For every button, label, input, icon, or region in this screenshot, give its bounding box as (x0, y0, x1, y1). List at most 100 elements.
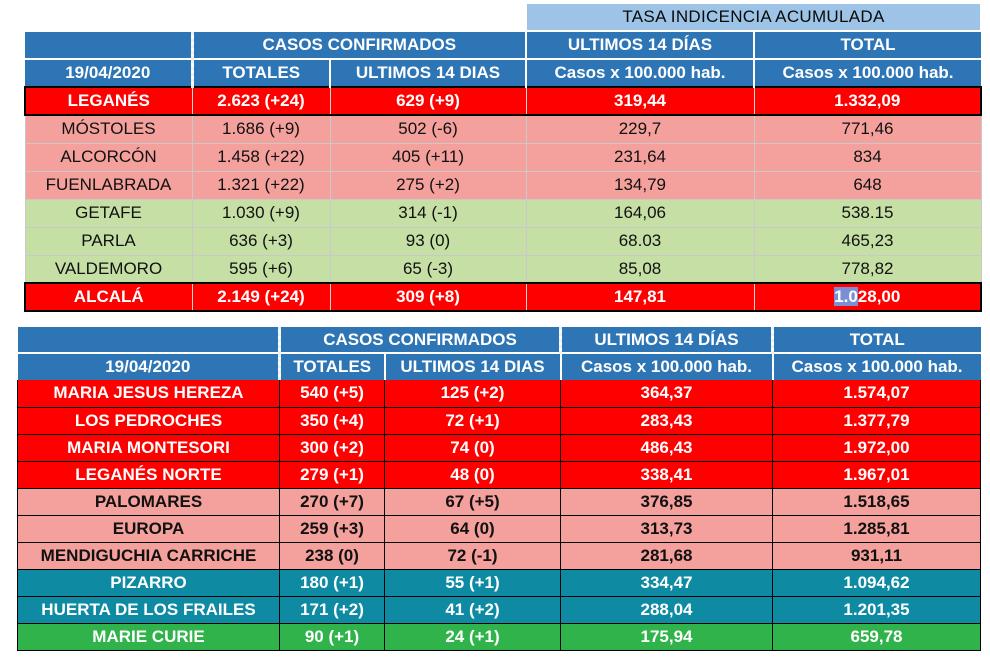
tasa-total-cell: 1.201,35 (772, 596, 981, 624)
header-casos-100k-14d: Casos x 100.000 hab. (559, 352, 773, 380)
header-total: TOTAL (771, 327, 981, 353)
tasa-total-cell: 465,23 (754, 227, 982, 256)
tasa-14d-cell: 68.03 (526, 227, 755, 256)
name-cell: ALCORCÓN (24, 143, 193, 172)
header-empty (17, 327, 280, 353)
name-cell: PARLA (24, 227, 193, 256)
tasa-14d-cell: 283,43 (560, 407, 773, 435)
totales-cell: 1.458 (+22) (192, 143, 331, 172)
municipalities-table: CASOS CONFIRMADOS ULTIMOS 14 DÍAS TOTAL … (24, 32, 982, 312)
table-row: LOS PEDROCHES 350 (+4) 72 (+1) 283,43 1.377,… (17, 407, 981, 435)
table-header-top: CASOS CONFIRMADOS ULTIMOS 14 DÍAS TOTAL (25, 32, 981, 59)
tasa-total-cell: 1.028,00 (754, 282, 982, 312)
tasa-total-cell: 659,78 (772, 623, 981, 651)
totales-cell: 279 (+1) (279, 461, 385, 489)
ultimos-14-dias-cell: 41 (+2) (384, 596, 561, 624)
totales-cell: 1.321 (+22) (192, 171, 331, 200)
header-total: TOTAL (753, 32, 981, 59)
table-row: MENDIGUCHIA CARRICHE 238 (0) 72 (-1) 281,68… (17, 542, 981, 570)
header-totales: TOTALES (278, 352, 385, 380)
tasa-14d-cell: 229,7 (526, 115, 755, 144)
tasa-total-cell: 1.094,62 (772, 569, 981, 597)
ultimos-14-dias-cell: 64 (0) (384, 515, 561, 543)
header-ultimos-14-dias: ULTIMOS 14 DÍAS (559, 327, 773, 353)
name-cell: ALCALÁ (24, 282, 193, 312)
tasa-14d-cell: 231,64 (526, 143, 755, 172)
table-row: FUENLABRADA 1.321 (+22) 275 (+2) 134,79 648 (24, 171, 982, 200)
table-row: MARIE CURIE 90 (+1) 24 (+1) 175,94 659,78 (17, 623, 981, 651)
tasa-14d-cell: 319,44 (526, 86, 755, 116)
header-casos-confirmados: CASOS CONFIRMADOS (278, 327, 561, 353)
header-ultimos-14-dias-sub: ULTIMOS 14 DIAS (383, 352, 561, 380)
totales-cell: 270 (+7) (279, 488, 385, 516)
name-cell: PIZARRO (17, 569, 280, 597)
table-row: EUROPA 259 (+3) 64 (0) 313,73 1.285,81 (17, 515, 981, 543)
totales-cell: 2.149 (+24) (192, 282, 331, 312)
table-row: ALCALÁ 2.149 (+24) 309 (+8) 147,81 1.028,00 (24, 282, 982, 312)
tasa-total-cell: 1.967,01 (772, 461, 981, 489)
totales-cell: 595 (+6) (192, 255, 331, 284)
ultimos-14-dias-cell: 629 (+9) (330, 86, 527, 116)
ultimos-14-dias-cell: 55 (+1) (384, 569, 561, 597)
name-cell: LOS PEDROCHES (17, 407, 280, 435)
ultimos-14-dias-cell: 24 (+1) (384, 623, 561, 651)
ultimos-14-dias-cell: 72 (+1) (384, 407, 561, 435)
tasa-14d-cell: 376,85 (560, 488, 773, 516)
ultimos-14-dias-cell: 314 (-1) (330, 199, 527, 228)
tasa-14d-cell: 85,08 (526, 255, 755, 284)
name-cell: HUERTA DE LOS FRAILES (17, 596, 280, 624)
tasa-total-cell: 648 (754, 171, 982, 200)
name-cell: MARIE CURIE (17, 623, 280, 651)
text-selection-highlight: 1.0 (834, 287, 858, 306)
header-casos-100k-total: Casos x 100.000 hab. (771, 352, 981, 380)
ultimos-14-dias-cell: 502 (-6) (330, 115, 527, 144)
name-cell: FUENLABRADA (24, 171, 193, 200)
table-row: LEGANÉS NORTE 279 (+1) 48 (0) 338,41 1.967,0… (17, 461, 981, 489)
name-cell: MARIA JESUS HEREZA (17, 380, 280, 408)
header-casos-100k-14d: Casos x 100.000 hab. (525, 58, 754, 87)
totales-cell: 171 (+2) (279, 596, 385, 624)
tasa-14d-cell: 313,73 (560, 515, 773, 543)
tasa-total-cell: 931,11 (772, 542, 981, 570)
tasa-incidencia-banner: TASA INDICENCIA ACUMULADA (527, 4, 980, 30)
totales-cell: 1.030 (+9) (192, 199, 331, 228)
tasa-14d-cell: 175,94 (560, 623, 773, 651)
tasa-total-cell: 538.15 (754, 199, 982, 228)
tasa-14d-cell: 364,37 (560, 380, 773, 408)
header-empty (25, 32, 192, 59)
header-casos-confirmados: CASOS CONFIRMADOS (190, 32, 526, 59)
ultimos-14-dias-cell: 48 (0) (384, 461, 561, 489)
tasa-14d-cell: 486,43 (560, 434, 773, 462)
header-totales: TOTALES (190, 58, 330, 87)
name-cell: PALOMARES (17, 488, 280, 516)
ultimos-14-dias-cell: 93 (0) (330, 227, 527, 256)
name-cell: LEGANÉS (24, 86, 193, 116)
name-cell: LEGANÉS NORTE (17, 461, 280, 489)
header-date: 19/04/2020 (25, 58, 192, 87)
table-row: HUERTA DE LOS FRAILES 171 (+2) 41 (+2) 288,… (17, 596, 981, 624)
name-cell: EUROPA (17, 515, 280, 543)
ultimos-14-dias-cell: 72 (-1) (384, 542, 561, 570)
tasa-total-cell: 834 (754, 143, 982, 172)
header-ultimos-14-dias-sub: ULTIMOS 14 DIAS (329, 58, 526, 87)
tasa-total-cell: 1.972,00 (772, 434, 981, 462)
ultimos-14-dias-cell: 65 (-3) (330, 255, 527, 284)
totales-cell: 636 (+3) (192, 227, 331, 256)
tasa-14d-cell: 288,04 (560, 596, 773, 624)
tasa-14d-cell: 147,81 (526, 282, 755, 312)
ultimos-14-dias-cell: 125 (+2) (384, 380, 561, 408)
totales-cell: 2.623 (+24) (192, 86, 331, 116)
table-row: PALOMARES 270 (+7) 67 (+5) 376,85 1.518,65 (17, 488, 981, 516)
tasa-14d-cell: 164,06 (526, 199, 755, 228)
name-cell: MARIA MONTESORI (17, 434, 280, 462)
tasa-total-cell: 1.574,07 (772, 380, 981, 408)
tasa-14d-cell: 134,79 (526, 171, 755, 200)
tasa-total-cell: 1.332,09 (754, 86, 982, 116)
tasa-total-cell: 778,82 (754, 255, 982, 284)
header-ultimos-14-dias: ULTIMOS 14 DÍAS (525, 32, 754, 59)
header-date: 19/04/2020 (17, 352, 280, 380)
totales-cell: 259 (+3) (279, 515, 385, 543)
ultimos-14-dias-cell: 67 (+5) (384, 488, 561, 516)
health-centers-table: CASOS CONFIRMADOS ULTIMOS 14 DÍAS TOTAL … (17, 327, 981, 651)
tasa-14d-cell: 338,41 (560, 461, 773, 489)
